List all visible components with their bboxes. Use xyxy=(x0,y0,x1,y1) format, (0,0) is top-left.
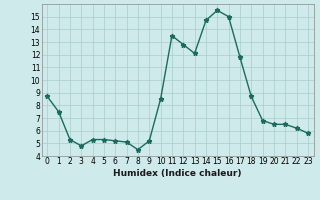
X-axis label: Humidex (Indice chaleur): Humidex (Indice chaleur) xyxy=(113,169,242,178)
